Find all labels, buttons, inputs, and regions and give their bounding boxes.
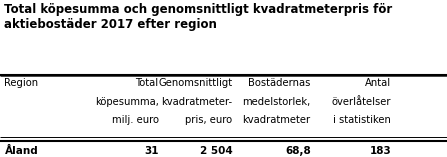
Text: 2 504: 2 504 bbox=[200, 146, 232, 156]
Text: milj. euro: milj. euro bbox=[112, 115, 159, 125]
Text: Region: Region bbox=[4, 78, 38, 89]
Text: Genomsnittligt: Genomsnittligt bbox=[158, 78, 232, 89]
Text: överlåtelser: överlåtelser bbox=[332, 97, 391, 107]
Text: Åland: Åland bbox=[4, 146, 38, 156]
Text: kvadratmeter: kvadratmeter bbox=[243, 115, 311, 125]
Text: Bostädernas: Bostädernas bbox=[248, 78, 311, 89]
Text: i statistiken: i statistiken bbox=[333, 115, 391, 125]
Text: pris, euro: pris, euro bbox=[186, 115, 232, 125]
Text: 183: 183 bbox=[369, 146, 391, 156]
Text: 68,8: 68,8 bbox=[285, 146, 311, 156]
Text: 31: 31 bbox=[144, 146, 159, 156]
Text: Total köpesumma och genomsnittligt kvadratmeterpris för
aktiebostäder 2017 efter: Total köpesumma och genomsnittligt kvadr… bbox=[4, 3, 393, 31]
Text: Total: Total bbox=[135, 78, 159, 89]
Text: medelstorlek,: medelstorlek, bbox=[242, 97, 311, 107]
Text: köpesumma,: köpesumma, bbox=[95, 97, 159, 107]
Text: kvadratmeter-: kvadratmeter- bbox=[161, 97, 232, 107]
Text: Antal: Antal bbox=[365, 78, 391, 89]
